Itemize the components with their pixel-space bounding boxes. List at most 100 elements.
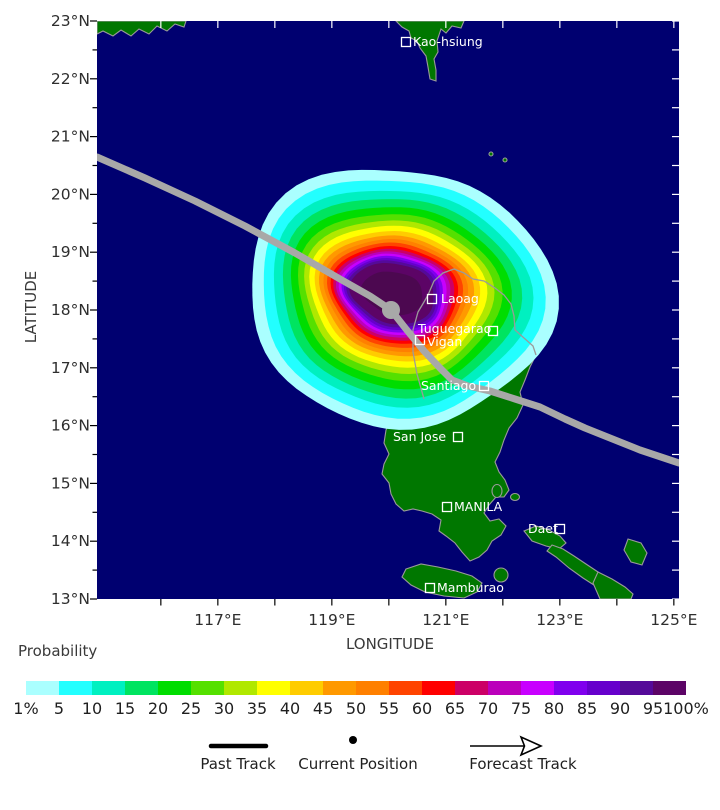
lat-tick-label: 18°N: [51, 301, 90, 319]
lat-tick-label: 21°N: [51, 128, 90, 146]
land-islet-babuyan-1: [488, 151, 494, 157]
past-track-line: [97, 153, 395, 314]
colorbar-tick-label: 20: [148, 699, 168, 718]
lat-tick-label: 19°N: [51, 243, 90, 261]
colorbar-segment-35: [257, 681, 290, 695]
forecast-track-label: Forecast Track: [469, 755, 577, 773]
lon-tick-label: 117°E: [194, 611, 241, 629]
lat-tick-label: 15°N: [51, 474, 90, 492]
city-marker-Mamburao: [424, 582, 436, 594]
colorbar-tick-label: 30: [214, 699, 234, 718]
lon-tick-label: 123°E: [536, 611, 583, 629]
city-label-Vigan: Vigan: [427, 334, 462, 349]
land-taiwan: [395, 21, 465, 82]
land-island-east: [509, 492, 521, 502]
colorbar-tick-label: 45: [313, 699, 333, 718]
lon-tick-label: 121°E: [422, 611, 469, 629]
colorbar-segment-5: [59, 681, 92, 695]
colorbar-segment-1%: [26, 681, 59, 695]
colorbar-segment-50: [356, 681, 389, 695]
colorbar: 1% 5 10 15 20 25 30 35 40 45 50 55 60 65 70 75 80 85 90 95 1…: [13, 681, 709, 718]
forecast-track-line: [387, 306, 679, 467]
city-marker-Daet: [554, 523, 566, 535]
longitude-axis-title: LONGITUDE: [346, 635, 434, 653]
city-marker-Laoag: [426, 293, 438, 305]
city-marker-Vigan: [414, 334, 426, 346]
current-position-symbol: [349, 736, 357, 744]
axis-ticks-layer: [90, 20, 675, 606]
latitude-axis-title: LATITUDE: [22, 271, 40, 344]
colorbar-segment-40: [290, 681, 323, 695]
colorbar-tick-label: 80: [544, 699, 564, 718]
colorbar-segment-45: [323, 681, 356, 695]
city-marker-Kao-hsiung: [400, 36, 412, 48]
colorbar-segment-80: [554, 681, 587, 695]
colorbar-tick-label: 50: [346, 699, 366, 718]
colorbar-tick-label: 15: [115, 699, 135, 718]
colorbar-tick-label: 25: [181, 699, 201, 718]
land-island-polillo: [491, 483, 503, 499]
city-label-Santiago: Santiago: [421, 378, 476, 393]
city-label-Laoag: Laoag: [441, 291, 479, 306]
land-islet-babuyan-2: [502, 157, 508, 163]
colorbar-segment-30: [224, 681, 257, 695]
colorbar-segment-25: [191, 681, 224, 695]
city-label-MANILA: MANILA: [454, 499, 503, 514]
colorbar-tick-label: 60: [412, 699, 432, 718]
colorbar-tick-label: 75: [511, 699, 531, 718]
land-china-coast: [97, 21, 187, 37]
colorbar-segment-65: [455, 681, 488, 695]
lat-tick-label: 20°N: [51, 185, 90, 203]
colorbar-segment-20: [158, 681, 191, 695]
land-island-catanduanes: [623, 538, 648, 566]
colorbar-segment-95: [653, 681, 686, 695]
colorbar-title: Probability: [18, 642, 97, 660]
city-label-Daet: Daet: [528, 521, 558, 536]
past-track-label: Past Track: [200, 755, 276, 773]
colorbar-tick-label: 40: [280, 699, 300, 718]
colorbar-tick-label: 90: [610, 699, 630, 718]
colorbar-tick-label: 100%: [663, 699, 709, 718]
colorbar-segment-60: [422, 681, 455, 695]
lat-tick-label: 14°N: [51, 532, 90, 550]
colorbar-tick-label: 10: [82, 699, 102, 718]
coastline-overlay: [412, 268, 537, 400]
colorbar-tick-label: 35: [247, 699, 267, 718]
colorbar-tick-label: 55: [379, 699, 399, 718]
current-position-label: Current Position: [298, 755, 418, 773]
city-label-Mamburao: Mamburao: [437, 580, 504, 595]
land-island-marinduque: [493, 567, 509, 583]
colorbar-tick-label: 1%: [13, 699, 38, 718]
colorbar-segment-85: [587, 681, 620, 695]
current-position-marker: [382, 301, 400, 319]
city-marker-Santiago: [478, 380, 490, 392]
lat-tick-label: 17°N: [51, 359, 90, 377]
track-legend: Past Track Current Position Forecast Tra…: [200, 735, 577, 773]
colorbar-segment-15: [125, 681, 158, 695]
colorbar-tick-label: 85: [577, 699, 597, 718]
colorbar-tick-label: 95: [643, 699, 663, 718]
colorbar-segment-55: [389, 681, 422, 695]
forecast-track-arrow-icon: [519, 735, 543, 757]
lat-tick-label: 23°N: [51, 12, 90, 30]
city-marker-Tuguegarao: [487, 325, 499, 337]
probability-ring-core: [360, 271, 423, 316]
colorbar-tick-label: 70: [478, 699, 498, 718]
colorbar-segment-90: [620, 681, 653, 695]
city-label-Kao-hsiung: Kao-hsiung: [413, 34, 483, 49]
city-marker-San Jose: [452, 431, 464, 443]
storm-track-layer: [97, 153, 679, 467]
colorbar-tick-label: 5: [54, 699, 64, 718]
land-bicol: [523, 525, 567, 550]
lat-tick-label: 13°N: [51, 590, 90, 608]
probability-field: [252, 169, 559, 430]
colorbar-segment-70: [488, 681, 521, 695]
axis-labels-layer: 13°N 14°N 15°N 16°N 17°N 18°N 19°N 20°N 21°N 22°N…: [51, 12, 697, 629]
land-mindoro: [401, 563, 483, 599]
city-label-San Jose: San Jose: [393, 429, 446, 444]
land-island-bottom-right: [592, 571, 634, 599]
